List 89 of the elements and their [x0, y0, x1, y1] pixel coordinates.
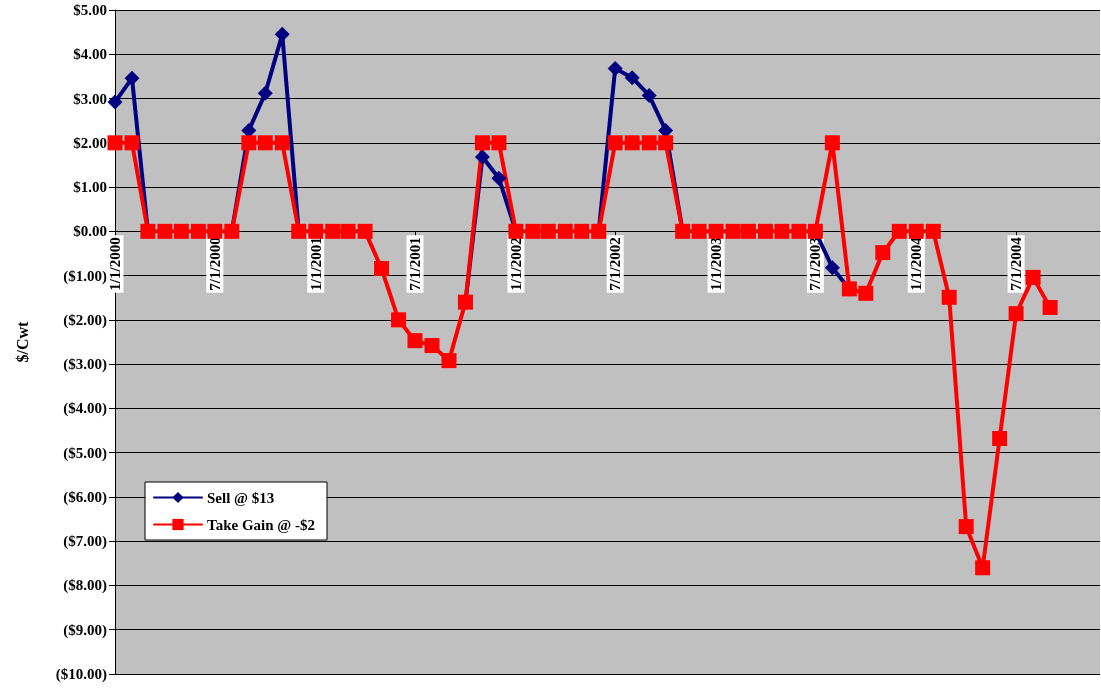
- y-tick-label: ($8.00): [63, 577, 107, 595]
- y-tick-label: $1.00: [73, 179, 107, 196]
- x-tick-label: 1/1/2000: [107, 237, 123, 291]
- legend-label: Sell @ $13: [207, 489, 275, 506]
- point: [740, 223, 756, 239]
- point: [658, 122, 674, 138]
- point: [941, 289, 957, 305]
- y-tick-label: $2.00: [73, 134, 107, 151]
- legend-label: Take Gain @ -$2: [207, 516, 316, 533]
- y-tick-label: ($6.00): [63, 488, 107, 506]
- point: [607, 135, 623, 151]
- point: [908, 223, 924, 239]
- x-tick-label: 1/1/2004: [908, 236, 925, 291]
- point: [241, 135, 257, 151]
- point: [791, 223, 807, 239]
- point: [107, 94, 123, 110]
- point: [374, 261, 390, 277]
- y-tick-label: ($7.00): [63, 533, 107, 551]
- point: [858, 285, 874, 301]
- x-tick-label: 7/1/2004: [1008, 236, 1025, 291]
- point: [407, 333, 423, 349]
- point: [325, 223, 341, 239]
- y-tick-label: ($1.00): [63, 267, 107, 285]
- point: [641, 87, 657, 103]
- point: [725, 223, 741, 239]
- y-tick-label: $3.00: [73, 90, 107, 107]
- point: [1008, 306, 1024, 322]
- point: [391, 312, 407, 328]
- point: [708, 223, 724, 239]
- point: [474, 149, 490, 165]
- point: [557, 223, 573, 239]
- point: [308, 223, 324, 239]
- point: [257, 135, 273, 151]
- x-tick-label: 7/1/2001: [407, 237, 423, 291]
- point: [624, 70, 640, 86]
- point: [1042, 299, 1058, 315]
- point: [441, 353, 457, 369]
- x-tick-label: 1/1/2002: [507, 237, 524, 291]
- point: [124, 135, 140, 151]
- y-tick-label: ($5.00): [63, 444, 107, 462]
- point: [540, 223, 556, 239]
- point: [241, 122, 257, 138]
- point: [157, 223, 173, 239]
- y-tick-label: ($10.00): [55, 666, 107, 683]
- x-tick-label: 7/1/2000: [206, 237, 223, 291]
- x-tick-label: 7/1/2002: [607, 237, 624, 291]
- y-tick-label: $4.00: [73, 46, 107, 63]
- point: [173, 223, 189, 239]
- point: [774, 223, 790, 239]
- point: [124, 70, 140, 86]
- x-tick-label: 1/1/2001: [307, 237, 324, 291]
- point: [641, 135, 657, 151]
- point: [357, 223, 373, 239]
- point: [992, 431, 1008, 446]
- point: [1025, 269, 1041, 285]
- point: [107, 135, 123, 151]
- point: [875, 245, 891, 261]
- point: [257, 85, 273, 101]
- point: [207, 223, 223, 239]
- point: [658, 135, 674, 151]
- y-tick-label: $0.00: [73, 223, 107, 240]
- y-tick-label: ($4.00): [63, 400, 107, 418]
- y-tick-label: ($3.00): [63, 356, 107, 374]
- point: [424, 338, 440, 354]
- point: [274, 26, 290, 42]
- point: [190, 223, 206, 239]
- y-axis-title: $/Cwt: [13, 320, 31, 363]
- point: [624, 135, 640, 151]
- point: [691, 223, 707, 239]
- point: [607, 60, 623, 76]
- x-tick-label: 7/1/2003: [807, 237, 824, 291]
- y-tick-label: $5.00: [73, 2, 107, 18]
- point: [340, 223, 356, 239]
- y-tick-label: ($2.00): [63, 311, 107, 329]
- y-tick-label: ($9.00): [63, 621, 107, 639]
- point: [474, 135, 490, 151]
- point: [274, 135, 290, 151]
- point: [491, 135, 507, 151]
- point: [574, 223, 590, 239]
- point: [757, 223, 773, 239]
- point: [925, 223, 941, 239]
- point: [824, 135, 840, 151]
- point: [891, 223, 907, 239]
- point: [975, 560, 991, 576]
- x-tick-label: 1/1/2003: [708, 237, 725, 291]
- point: [824, 260, 840, 276]
- point: [491, 170, 507, 186]
- point: [525, 223, 541, 239]
- point: [958, 519, 974, 535]
